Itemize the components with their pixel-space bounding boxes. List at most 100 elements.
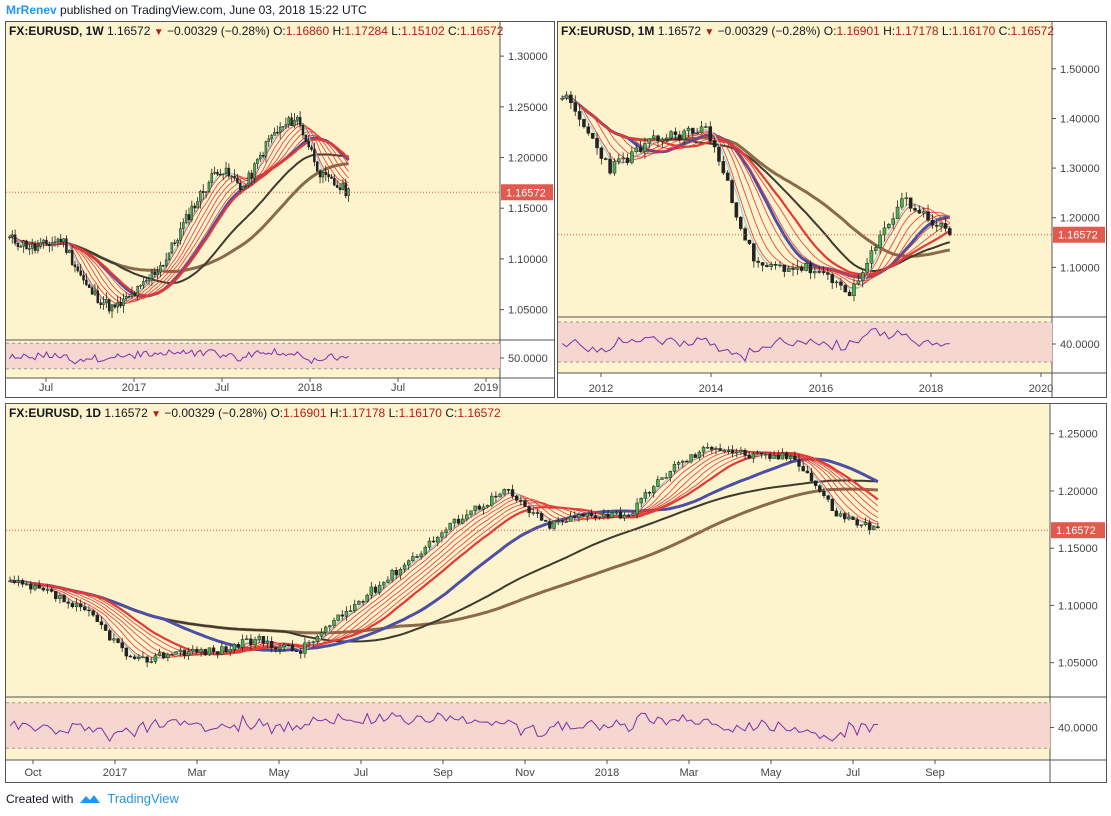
daily-chart-panel[interactable]: FX:EURUSD, 1D 1.16572 ▼ −0.00329 (−0.28%… [5,403,1107,783]
symbol-label: FX:EURUSD, 1D [9,406,102,420]
last-price-tag [1053,226,1105,243]
candle-body [921,211,926,214]
candle-body [341,182,345,190]
ma-ribbon-red [9,451,879,656]
candle-body [735,451,739,454]
candle-body [70,603,75,608]
candle-body [344,610,349,617]
candle-body [76,266,80,272]
candle-body [33,243,37,251]
candle-body [612,161,617,174]
candle-body [42,239,45,243]
rsi-tick-label: 40.0000 [1058,723,1098,735]
candle-body [139,285,142,287]
candle-body [157,652,162,656]
candle-body [756,260,760,263]
candle-body [265,641,270,644]
candle-body [307,642,311,644]
candle-body [725,172,730,181]
time-tick-label: Sep [433,767,453,779]
symbol-label: FX:EURUSD, 1M [561,24,655,38]
candle-body [730,450,735,454]
tradingview-logo-icon[interactable] [79,793,101,805]
candle-body [124,647,129,657]
candle-body [843,285,848,293]
monthly-chart-panel[interactable]: FX:EURUSD, 1M 1.16572 ▼ −0.00329 (−0.28%… [557,21,1107,398]
candle-body [87,284,91,288]
candle-body [133,293,137,296]
candle-body [856,280,861,285]
candle-body [635,502,639,514]
candle-body [361,601,365,603]
candle-body [934,224,939,227]
candle-body [176,239,179,244]
price-tick-label: 1.30000 [1060,163,1100,175]
candle-body [382,582,386,586]
high-value: 1.17284 [344,24,388,38]
candle-body [53,241,57,244]
candle-body [718,448,722,451]
candle-body [99,302,102,305]
candle-body [564,94,569,99]
candle-body [150,272,154,280]
candle-body [261,636,266,644]
candle-body [622,514,627,519]
tradingview-link[interactable]: TradingView [107,791,179,806]
time-tick-label: 2018 [595,767,619,779]
candle-body [253,639,257,646]
candle-body [668,471,673,478]
candle-body [560,520,565,522]
candle-body [514,495,519,501]
candle-body [332,620,336,626]
candle-body [656,479,660,487]
ma-ribbon-red [10,451,879,656]
candle-body [156,271,159,275]
candle-body [59,238,62,243]
candle-body [240,639,245,648]
open-value: 1.16860 [285,24,330,38]
candle-body [556,520,560,522]
candle-body [190,205,194,221]
candle-body [847,291,852,297]
candle-body [319,632,324,637]
candle-body [891,218,895,225]
author-link[interactable]: MrRenev [6,3,57,17]
candle-body [465,514,469,520]
candle-body [786,268,791,272]
candle-body [704,126,708,128]
price-tick-label: 1.10000 [1060,262,1100,274]
price-tick-label: 1.50000 [1060,64,1100,76]
candle-body [179,228,182,241]
ma-ribbon-red [562,96,951,282]
candle-body [336,614,340,621]
candle-body [900,198,904,208]
candle-body [85,279,88,286]
candle-body [186,650,191,656]
candle-body [87,609,91,612]
candle-body [603,158,608,160]
candle-body [452,518,457,524]
candle-body [617,158,621,162]
candle-body [95,614,99,622]
candle-body [755,452,760,455]
weekly-chart-panel[interactable]: FX:EURUSD, 1W 1.16572 ▼ −0.00329 (−0.28%… [5,21,555,398]
candle-body [730,180,734,203]
candle-body [876,526,880,529]
candle-body [338,187,342,190]
candle-body [164,259,168,266]
candle-body [664,477,668,479]
candle-body [247,172,251,186]
candle-body [199,649,203,653]
candle-body [193,205,196,209]
candle-body [394,570,398,576]
candle-body [813,271,817,274]
candle-body [207,647,212,656]
candle-body [215,651,220,655]
ma-ribbon-red [561,95,951,276]
candle-body [621,157,625,160]
candle-body [281,126,285,128]
candle-body [73,264,77,268]
price-tick-label: 1.15000 [508,203,548,215]
monthly-chart-svg: 1.50000 1.40000 1.30000 1.20000 1.10000 1.165… [558,22,1106,397]
candle-body [68,249,71,253]
